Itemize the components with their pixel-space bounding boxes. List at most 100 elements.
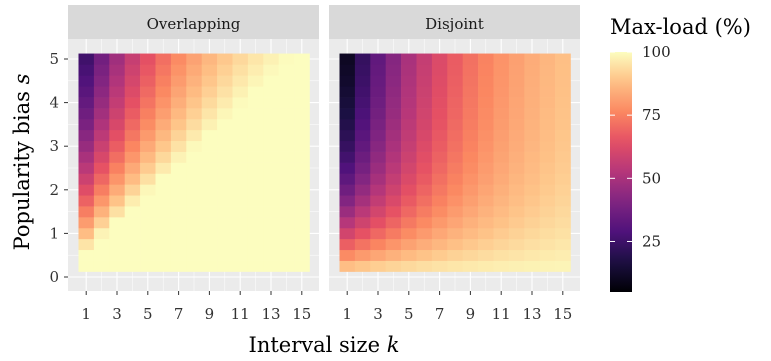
heatmap-cell <box>370 217 386 229</box>
heatmap-cell <box>339 140 356 152</box>
heatmap-cell <box>170 97 187 109</box>
y-tick-label: 2 <box>49 181 59 199</box>
heatmap-cell <box>555 206 571 218</box>
heatmap-cell <box>539 217 556 229</box>
heatmap-cell <box>539 249 556 261</box>
heatmap-cell <box>416 195 433 207</box>
heatmap-cell <box>462 238 479 251</box>
strip-disjoint-label: Disjoint <box>425 15 484 33</box>
heatmap-cell <box>508 184 525 196</box>
heatmap-cell <box>124 195 141 207</box>
heatmap-cell <box>124 118 141 131</box>
heatmap-cell <box>462 173 479 185</box>
heatmap-cell <box>247 162 264 174</box>
heatmap-cell <box>339 151 356 163</box>
heatmap-cell <box>78 140 95 152</box>
heatmap-cell <box>447 129 463 142</box>
y-tick-label: 4 <box>49 94 59 112</box>
heatmap-cell <box>201 260 218 272</box>
heatmap-cell <box>201 118 218 131</box>
heatmap-cell <box>524 53 540 65</box>
heatmap-cell <box>294 238 310 251</box>
heatmap-cell <box>155 238 172 251</box>
heatmap-cell <box>447 86 463 98</box>
heatmap-cell <box>232 195 249 207</box>
heatmap-cell <box>385 108 402 120</box>
heatmap-cell <box>462 184 479 196</box>
heatmap-cell <box>339 75 356 87</box>
heatmap-cell <box>294 86 310 98</box>
heatmap-cell <box>124 140 141 152</box>
heatmap-cell <box>201 249 218 261</box>
heatmap-cell <box>109 129 125 142</box>
heatmap-cell <box>354 217 371 229</box>
x-tick-label: 11 <box>231 305 250 323</box>
heatmap-cell <box>232 238 249 251</box>
heatmap-cell <box>109 195 125 207</box>
heatmap-cell <box>401 75 417 87</box>
heatmap-cell <box>493 118 510 131</box>
heatmap-cell <box>431 162 448 174</box>
heatmap-cell <box>524 75 540 87</box>
heatmap-cell <box>401 206 417 218</box>
heatmap-cell <box>462 227 479 240</box>
heatmap-cell <box>124 227 141 240</box>
heatmap-cell <box>78 162 95 174</box>
heatmap-cell <box>401 227 417 240</box>
heatmap-cell <box>93 118 110 131</box>
heatmap-cell <box>278 97 295 109</box>
heatmap-cell <box>508 64 525 76</box>
heatmap-cell <box>109 108 125 120</box>
heatmap-cell <box>431 206 448 218</box>
strip-disjoint: Disjoint <box>329 5 580 39</box>
heatmap-cell <box>278 162 295 174</box>
heatmap-cell <box>401 249 417 261</box>
heatmap-cell <box>478 97 494 109</box>
heatmap-cell <box>170 249 187 261</box>
heatmap-cell <box>385 195 402 207</box>
heatmap-cell <box>493 173 510 185</box>
heatmap-cell <box>385 118 402 131</box>
heatmap-cell <box>370 184 386 196</box>
heatmap-cell <box>447 151 463 163</box>
heatmap-cell <box>431 86 448 98</box>
heatmap-cell <box>431 184 448 196</box>
heatmap-cell <box>124 217 141 229</box>
heatmap-cell <box>385 227 402 240</box>
heatmap-cell <box>263 118 279 131</box>
heatmap-cell <box>508 75 525 87</box>
heatmap-cell <box>78 227 95 240</box>
heatmap-cell <box>247 206 264 218</box>
heatmap-cell <box>170 195 187 207</box>
heatmap-cell <box>385 238 402 251</box>
heatmap-cell <box>478 151 494 163</box>
heatmap-cell <box>155 53 172 65</box>
heatmap-cell <box>109 206 125 218</box>
heatmap-cell <box>232 162 249 174</box>
heatmap-cell <box>186 129 202 142</box>
heatmap-cell <box>201 206 218 218</box>
heatmap-cell <box>339 227 356 240</box>
heatmap-cell <box>93 238 110 251</box>
heatmap-cell <box>431 129 448 142</box>
heatmap-cell <box>539 195 556 207</box>
heatmap-cell <box>109 162 125 174</box>
heatmap-cell <box>140 173 156 185</box>
heatmap-cell <box>493 151 510 163</box>
heatmap-cell <box>524 129 540 142</box>
heatmap-cell <box>339 118 356 131</box>
heatmap-cell <box>93 97 110 109</box>
heatmap-cell <box>155 140 172 152</box>
heatmap-cell <box>232 227 249 240</box>
heatmap-cell <box>555 151 571 163</box>
heatmap-cell <box>201 108 218 120</box>
heatmap-cell <box>539 86 556 98</box>
x-tick-label: 1 <box>81 305 91 323</box>
heatmap-cell <box>247 97 264 109</box>
heatmap-cell <box>201 173 218 185</box>
heatmap-cell <box>263 195 279 207</box>
heatmap-cell <box>385 217 402 229</box>
heatmap-cell <box>555 118 571 131</box>
heatmap-cell <box>93 195 110 207</box>
heatmap-cell <box>385 75 402 87</box>
